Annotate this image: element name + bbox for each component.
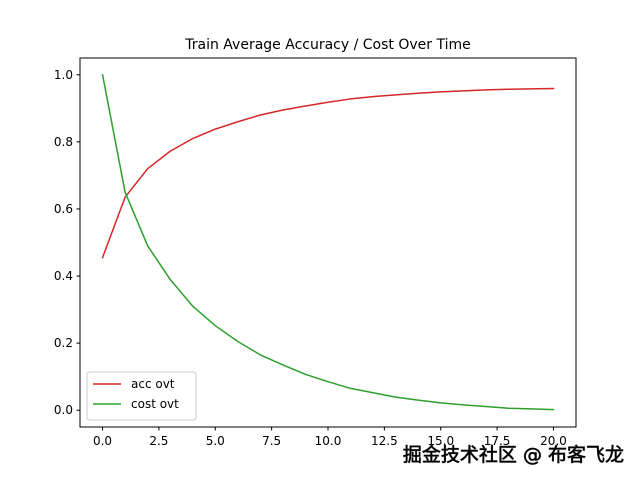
x-tick-label: 10.0 xyxy=(315,434,342,448)
x-tick-label: 17.5 xyxy=(484,434,511,448)
y-tick-label: 0.2 xyxy=(54,336,73,350)
y-axis: 0.0 0.2 0.4 0.6 0.8 1.0 xyxy=(54,68,80,417)
legend-label: acc ovt xyxy=(131,377,175,391)
chart-title: Train Average Accuracy / Cost Over Time xyxy=(184,37,470,53)
legend-label: cost ovt xyxy=(131,397,179,411)
y-tick-label: 1.0 xyxy=(54,68,73,82)
series-line-1 xyxy=(101,73,555,411)
x-tick-label: 5.0 xyxy=(206,434,225,448)
x-tick-label: 15.0 xyxy=(427,434,454,448)
x-tick-label: 20.0 xyxy=(540,434,567,448)
x-tick-label: 7.5 xyxy=(262,434,281,448)
x-tick-label: 12.5 xyxy=(371,434,398,448)
series-layer xyxy=(101,73,555,411)
y-tick-label: 0.8 xyxy=(54,135,73,149)
legend: acc ovt cost ovt xyxy=(86,371,197,421)
y-tick-label: 0.0 xyxy=(54,403,73,417)
x-tick-label: 0.0 xyxy=(93,434,112,448)
y-tick-label: 0.4 xyxy=(54,269,73,283)
x-tick-label: 2.5 xyxy=(149,434,168,448)
series-line-0 xyxy=(101,87,555,259)
x-axis: 0.0 2.5 5.0 7.5 10.0 12.5 15.0 17.5 20.0 xyxy=(93,427,567,448)
y-tick-label: 0.6 xyxy=(54,202,73,216)
watermark: 掘金技术社区 @ 布客飞龙 xyxy=(403,444,624,466)
